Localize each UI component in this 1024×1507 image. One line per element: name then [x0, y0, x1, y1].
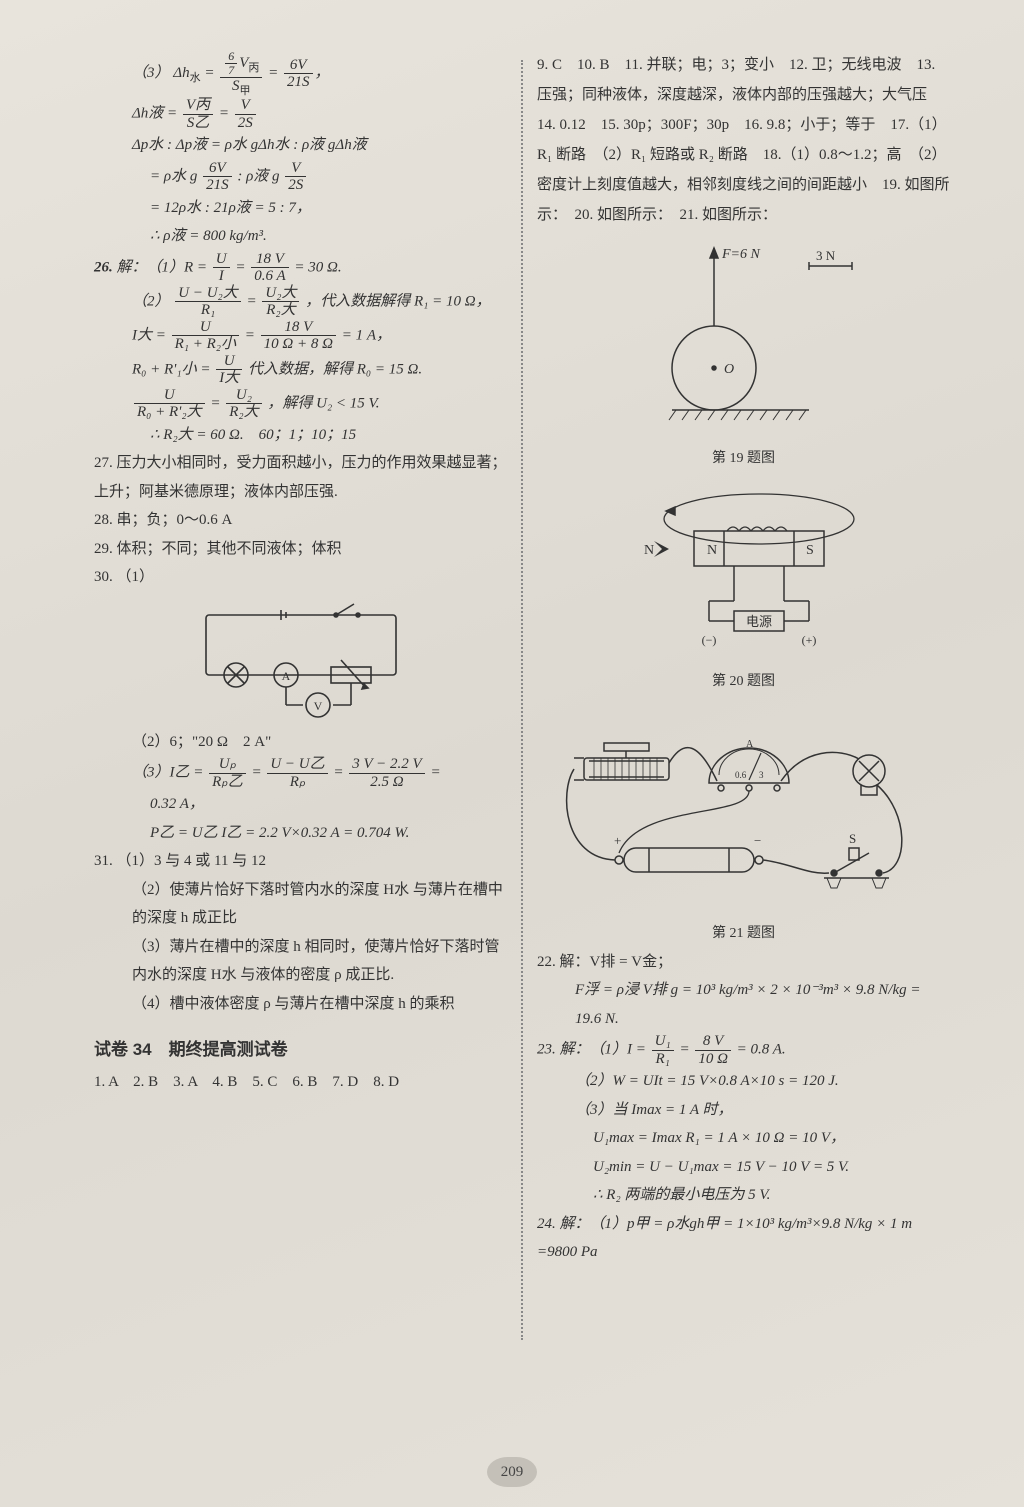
q25-3-line5: = 12ρ水 : 21ρ液 = 5 : 7，: [94, 194, 507, 223]
figure-21: 0.6 3 A + − S: [549, 703, 939, 913]
svg-text:A: A: [281, 669, 290, 683]
q22-line2: F浮 = ρ浸 V排 g = 10³ kg/m³ × 2 × 10⁻³m³ × …: [537, 976, 950, 1033]
left-column: （3） Δh水 = 67V丙S甲 = 6V21S， Δh液 = V丙S乙 = V…: [80, 50, 521, 1477]
answers-9-21: 9. C 10. B 11. 并联；电；3；变小 12. 卫；无线电波 13. …: [537, 50, 950, 230]
svg-text:N: N: [707, 543, 717, 558]
q23-3: （3）当 Imax = 1 A 时，: [537, 1096, 950, 1125]
q22-line1: 22. 解：V排 = V金；: [537, 948, 950, 977]
q31-1: 31. （1）3 与 4 或 11 与 12: [94, 847, 507, 876]
q30-3-line1: （3）I乙 = UₚRₚ乙 = U − U乙Rₚ = 3 V − 2.2 V2.…: [94, 756, 507, 790]
figure-19: O F=6 N 3 N: [594, 238, 894, 438]
q23-3-l4: ∴ R₂ 两端的最小电压为 5 V.: [537, 1181, 950, 1210]
q26-2-line4: UR₀ + R'₂大 = U₂R₂大 ，解得 U₂ < 15 V.: [94, 387, 507, 421]
circuit-q30-figure: A V: [186, 600, 416, 720]
q25-3-line2: Δh液 = V丙S乙 = V2S: [94, 97, 507, 131]
svg-text:0.6: 0.6: [735, 770, 747, 780]
answers-1-8: 1. A 2. B 3. A 4. B 5. C 6. B 7. D 8. D: [94, 1067, 507, 1097]
figure-20: N S N 电源 (−) (+): [594, 481, 894, 661]
q26-2-line3: R₀ + R'₁小 = UI大 代入数据，解得 R₀ = 15 Ω.: [94, 353, 507, 387]
q25-3-line1: （3） Δh水 = 67V丙S甲 = 6V21S，: [94, 50, 507, 97]
dh: Δh水: [173, 65, 200, 81]
q23-2: （2）W = UIt = 15 V×0.8 A×10 s = 120 J.: [537, 1067, 950, 1096]
figure-19-caption: 第 19 题图: [537, 446, 950, 473]
svg-text:3: 3: [759, 770, 764, 780]
svg-text:V: V: [313, 699, 322, 713]
q30-3-line2: 0.32 A，: [94, 790, 507, 819]
q31-4: （4）槽中液体密度 ρ 与薄片在槽中深度 h 的乘积: [94, 990, 507, 1019]
q24: 24. 解：（1）p甲 = ρ水gh甲 = 1×10³ kg/m³×9.8 N/…: [537, 1210, 950, 1267]
q23-3-l2: U₁max = Imax R₁ = 1 A × 10 Ω = 10 V，: [537, 1124, 950, 1153]
svg-text:(−): (−): [701, 633, 716, 647]
test34-heading: 试卷 34 期终提高测试卷: [94, 1034, 507, 1066]
svg-text:N: N: [644, 543, 654, 558]
q25-3-line4: = ρ水 g 6V21S : ρ液 g V2S: [94, 160, 507, 194]
q26-line1: 26. 解：（1）R = UI = 18 V0.6 A = 30 Ω.: [94, 251, 507, 285]
q26-2-line2: I大 = UR₁ + R₂小 = 18 V10 Ω + 8 Ω = 1 A，: [94, 319, 507, 353]
q27: 27. 压力大小相同时，受力面积越小，压力的作用效果越显著；上升；阿基米德原理；…: [94, 449, 507, 506]
svg-text:O: O: [724, 362, 734, 377]
q25-3-line3: Δp水 : Δp液 = ρ水 gΔh水 : ρ液 gΔh液: [94, 131, 507, 160]
q29: 29. 体积；不同；其他不同液体；体积: [94, 535, 507, 564]
figure-21-caption: 第 21 题图: [537, 921, 950, 948]
svg-text:S: S: [849, 831, 856, 846]
figure-20-caption: 第 20 题图: [537, 669, 950, 696]
svg-text:+: +: [614, 833, 621, 848]
q26-2-line1: （2） U − U₂大R₁ = U₂大R₂大 ，代入数据解得 R₁ = 10 Ω…: [94, 285, 507, 319]
q30-2: （2）6；"20 Ω 2 A": [94, 728, 507, 757]
q25-3-prefix: （3）: [132, 65, 170, 81]
q23-3-l3: U₂min = U − U₁max = 15 V − 10 V = 5 V.: [537, 1153, 950, 1182]
svg-text:F=6 N: F=6 N: [721, 247, 760, 262]
svg-text:A: A: [746, 739, 754, 750]
q31-3: （3）薄片在槽中的深度 h 相同时，使薄片恰好下落时管内水的深度 H水 与液体的…: [94, 933, 507, 990]
q30: 30. （1）: [94, 563, 507, 592]
q26-2-line5: ∴ R₂大 = 60 Ω. 60；1；10；15: [94, 421, 507, 450]
q30-3-line3: P乙 = U乙 I乙 = 2.2 V×0.32 A = 0.704 W.: [94, 819, 507, 848]
svg-text:−: −: [754, 833, 761, 848]
svg-text:(+): (+): [801, 633, 816, 647]
page: （3） Δh水 = 67V丙S甲 = 6V21S， Δh液 = V丙S乙 = V…: [0, 0, 1024, 1507]
right-column: 9. C 10. B 11. 并联；电；3；变小 12. 卫；无线电波 13. …: [523, 50, 964, 1477]
svg-text:3 N: 3 N: [816, 248, 836, 263]
q31-2: （2）使薄片恰好下落时管内水的深度 H水 与薄片在槽中的深度 h 成正比: [94, 876, 507, 933]
q23-line1: 23. 解：（1）I = U₁R₁ = 8 V10 Ω = 0.8 A.: [537, 1033, 950, 1067]
page-number: 209: [487, 1457, 537, 1487]
q25-3-line6: ∴ ρ液 = 800 kg/m³.: [94, 222, 507, 251]
q28: 28. 串；负；0～0.6 A: [94, 506, 507, 535]
svg-text:电源: 电源: [745, 614, 771, 629]
svg-text:S: S: [806, 543, 814, 558]
